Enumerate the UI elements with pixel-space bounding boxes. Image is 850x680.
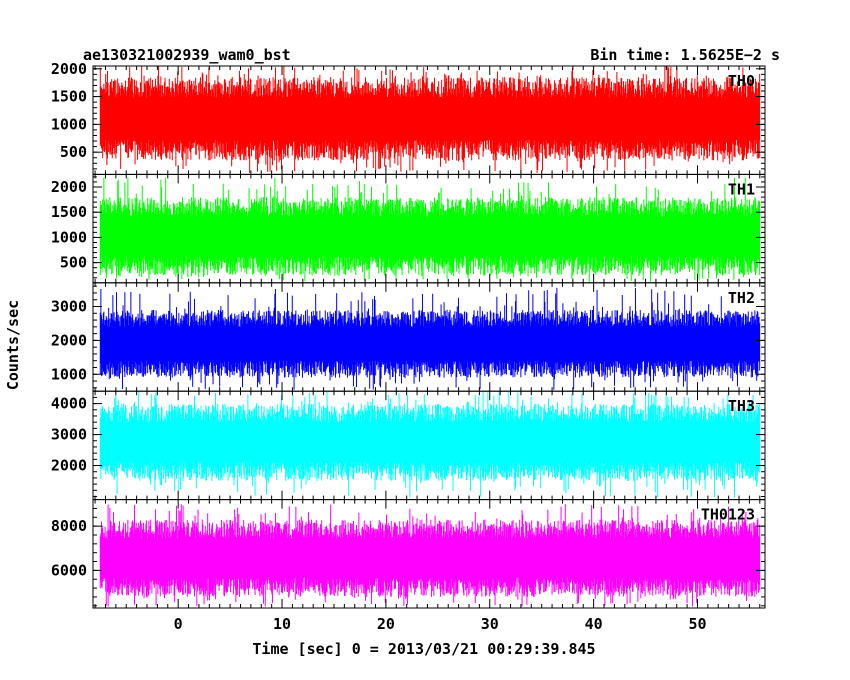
series-th1-line bbox=[99, 177, 761, 282]
x-tick-label: 40 bbox=[585, 615, 603, 633]
panel-th3: 2000 3000 4000 TH3 bbox=[51, 390, 766, 501]
y-tick-label: 2000 bbox=[51, 178, 87, 196]
x-tick-label: 50 bbox=[688, 615, 706, 633]
y-tick-label: 4000 bbox=[51, 395, 87, 413]
x-tick-label: 10 bbox=[273, 615, 291, 633]
chart-title-right: Bin time: 1.5625E−2 s bbox=[590, 46, 780, 64]
y-tick-label: 1500 bbox=[51, 203, 87, 221]
series-th0123-line bbox=[99, 504, 761, 607]
y-tick-label: 1000 bbox=[51, 365, 87, 383]
y-tick-label: 1500 bbox=[51, 88, 87, 106]
panel-frame bbox=[92, 499, 766, 609]
series-th2-line bbox=[99, 287, 761, 390]
series-th3-line bbox=[99, 391, 761, 498]
x-tick-label: 20 bbox=[377, 615, 395, 633]
y-tick-label: 6000 bbox=[51, 561, 87, 579]
y-tick-label: 3000 bbox=[51, 298, 87, 316]
y-tick-label: 1000 bbox=[51, 228, 87, 246]
series-label: TH3 bbox=[728, 397, 755, 415]
x-axis-label: Time [sec] 0 = 2013/03/21 00:29:39.845 bbox=[252, 640, 595, 658]
series-label: TH1 bbox=[728, 180, 755, 198]
chart-title-left: ae130321002939_wam0_bst bbox=[83, 46, 291, 64]
series-label: TH0 bbox=[728, 72, 755, 90]
y-tick-label: 1000 bbox=[51, 115, 87, 133]
series-th0-line bbox=[99, 66, 761, 173]
y-axis-label: Counts/sec bbox=[4, 300, 22, 390]
panel-th2: 1000 2000 3000 TH2 bbox=[51, 282, 766, 392]
x-axis: 0 10 20 30 40 50 bbox=[174, 615, 707, 633]
y-tick-label: 2000 bbox=[51, 457, 87, 475]
x-tick-label: 30 bbox=[481, 615, 499, 633]
y-tick-label: 2000 bbox=[51, 331, 87, 349]
y-tick-label: 500 bbox=[60, 143, 87, 161]
panels-group: 500 1000 1500 2000 TH0 500 1000 1500 2000 TH1 1000… bbox=[51, 60, 766, 609]
x-tick-label: 0 bbox=[174, 615, 183, 633]
panel-th0123: 6000 8000 TH0123 bbox=[51, 499, 766, 609]
y-tick-label: 2000 bbox=[51, 60, 87, 78]
series-label: TH0123 bbox=[701, 506, 755, 524]
panel-th0: 500 1000 1500 2000 TH0 bbox=[51, 60, 766, 175]
y-tick-label: 500 bbox=[60, 254, 87, 272]
y-tick-label: 3000 bbox=[51, 426, 87, 444]
series-label: TH2 bbox=[728, 289, 755, 307]
y-tick-label: 8000 bbox=[51, 517, 87, 535]
panel-th1: 500 1000 1500 2000 TH1 bbox=[51, 173, 766, 284]
